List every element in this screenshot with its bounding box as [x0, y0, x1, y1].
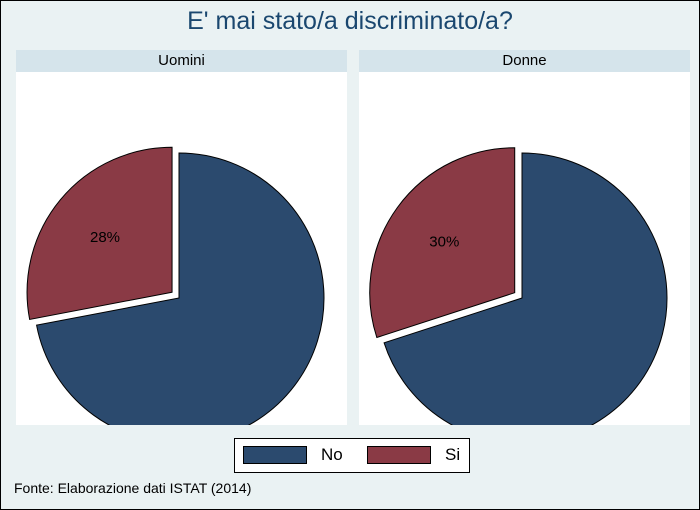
source-note: Fonte: Elaborazione dati ISTAT (2014) [14, 480, 252, 496]
legend: No Si [234, 438, 470, 473]
pie-chart-uomini: 28% [26, 146, 325, 425]
legend-swatch-si [367, 446, 431, 464]
pie-panel-donne: Donne 30% [359, 50, 690, 425]
pie-chart-donne: 30% [369, 147, 668, 425]
pie-slice-uomini-si [26, 146, 173, 321]
pie-label-uomini-si: 28% [90, 229, 120, 246]
panel-header-uomini: Uomini [16, 50, 347, 72]
legend-swatch-no [243, 446, 307, 464]
panel-header-donne: Donne [359, 50, 690, 72]
pie-slice-uomini-no [35, 152, 325, 425]
chart-title: E' mai stato/a discriminato/a? [187, 7, 513, 35]
pie-slice-donne-si [369, 147, 516, 339]
legend-label-no: No [321, 445, 343, 464]
pie-label-donne-si: 30% [429, 234, 459, 251]
pie-panel-uomini: Uomini 28% [16, 50, 347, 425]
pie-slice-donne-no [383, 152, 668, 425]
legend-label-si: Si [445, 445, 461, 464]
